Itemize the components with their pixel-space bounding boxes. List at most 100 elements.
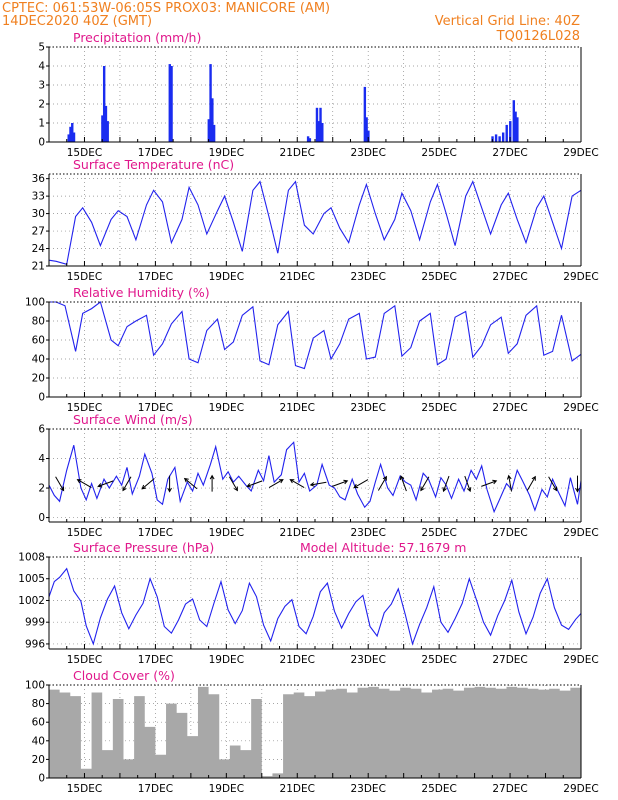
- precipitation-bar: [168, 64, 171, 142]
- wind-direction-arrow: [228, 476, 238, 492]
- temperature-ytick-label: 21: [32, 261, 45, 273]
- wind-direction-arrow: [167, 475, 172, 493]
- wind-xtick-label: 29DEC: [563, 527, 598, 539]
- precipitation-bar: [308, 138, 312, 142]
- cloud-cover-area: [49, 686, 581, 778]
- pressure-xtick-label: 25DEC: [421, 654, 456, 666]
- humidity-series-line: [49, 301, 582, 370]
- temperature-xtick-label: 29DEC: [563, 271, 598, 283]
- cloud-cover-xtick-label: 29DEC: [563, 783, 598, 795]
- temperature-ytick-label: 30: [32, 208, 45, 220]
- wind-direction-arrow: [481, 479, 498, 487]
- pressure-annotation: Model Altitude: 57.1679 m: [300, 540, 466, 555]
- humidity-xtick-label: 15DEC: [67, 402, 102, 414]
- header-model-code: TQ0126L028: [496, 29, 580, 44]
- header: CPTEC: 061:53W-06:05S PROX03: MANICORE (…: [2, 1, 580, 44]
- wind-xtick-label: 21DEC: [280, 527, 315, 539]
- pressure-ytick-label: 1005: [18, 573, 45, 585]
- cloud-cover-xtick-label: 17DEC: [138, 783, 173, 795]
- wind-direction-arrow: [183, 477, 198, 490]
- wind-direction-arrow: [442, 475, 450, 493]
- precipitation-bar: [505, 124, 508, 142]
- temperature-xtick-label: 21DEC: [280, 271, 315, 283]
- temperature-ytick-label: 27: [32, 226, 45, 238]
- precipitation-bar: [101, 115, 104, 142]
- precipitation-bar: [102, 66, 106, 142]
- cloud-cover-ytick-label: 100: [25, 680, 45, 692]
- humidity-panel: Relative Humidity (%) 0 20 40 60 80 100 15DEC 17…: [25, 285, 599, 414]
- wind-direction-arrow: [55, 476, 65, 492]
- header-station-line: CPTEC: 061:53W-06:05S PROX03: MANICORE (…: [2, 1, 330, 16]
- temperature-series-line: [48, 180, 582, 265]
- cloud-cover-title: Cloud Cover (%): [73, 668, 175, 683]
- header-date-line: 14DEC2020 40Z (GMT): [2, 14, 152, 29]
- humidity-xtick-label: 21DEC: [280, 402, 315, 414]
- pressure-panel: Surface Pressure (hPa) Model Altitude: 57…: [18, 540, 598, 666]
- wind-xtick-label: 23DEC: [350, 527, 385, 539]
- wind-direction-arrow: [353, 479, 369, 489]
- precipitation-bar: [501, 132, 505, 142]
- precipitation-ytick-label: 3: [38, 80, 45, 92]
- pressure-xtick-label: 27DEC: [492, 654, 527, 666]
- header-grid-line-note: Vertical Grid Line: 40Z: [435, 14, 580, 29]
- precipitation-bar: [315, 107, 319, 142]
- cloud-cover-ytick-label: 40: [32, 735, 45, 747]
- humidity-title: Relative Humidity (%): [73, 285, 210, 300]
- pressure-xtick-label: 15DEC: [67, 654, 102, 666]
- wind-direction-arrow: [420, 476, 430, 492]
- cloud-cover-ytick-label: 0: [38, 773, 45, 785]
- wind-direction-arrow: [526, 475, 536, 491]
- temperature-title: Surface Temperature (nC): [73, 157, 234, 172]
- precipitation-ytick-label: 4: [38, 61, 45, 73]
- wind-direction-arrow: [141, 478, 155, 490]
- temperature-ytick-label: 24: [32, 243, 46, 255]
- precipitation-xtick-label: 15DEC: [67, 147, 102, 159]
- temperature-xtick-label: 19DEC: [209, 271, 244, 283]
- humidity-xtick-label: 17DEC: [138, 402, 173, 414]
- temperature-ytick-label: 33: [32, 191, 45, 203]
- temperature-xtick-label: 27DEC: [492, 271, 527, 283]
- temperature-xtick-label: 15DEC: [67, 271, 102, 283]
- wind-direction-arrow: [97, 480, 114, 488]
- pressure-series-line: [48, 567, 582, 646]
- wind-ytick-label: 2: [38, 483, 45, 495]
- precipitation-bar: [170, 66, 173, 142]
- wind-direction-arrow: [76, 479, 92, 489]
- humidity-xtick-label: 29DEC: [563, 402, 598, 414]
- wind-ytick-label: 4: [38, 453, 45, 465]
- wind-ytick-label: 0: [38, 512, 45, 524]
- precipitation-ytick-label: 2: [38, 99, 45, 111]
- wind-direction-arrow: [268, 479, 284, 489]
- cloud-cover-ytick-label: 20: [32, 754, 45, 766]
- humidity-ytick-label: 60: [32, 335, 45, 347]
- precipitation-xtick-label: 21DEC: [280, 147, 315, 159]
- wind-direction-arrow: [209, 474, 215, 492]
- precipitation-bar: [498, 136, 501, 142]
- precipitation-xtick-label: 17DEC: [138, 147, 173, 159]
- humidity-ytick-label: 20: [32, 373, 45, 385]
- precipitation-title: Precipitation (mm/h): [73, 30, 201, 45]
- pressure-ytick-label: 999: [25, 617, 45, 629]
- precipitation-bar: [306, 136, 310, 142]
- precipitation-bar: [494, 134, 498, 142]
- cloud-cover-xtick-label: 19DEC: [209, 783, 244, 795]
- temperature-ytick-label: 36: [32, 173, 46, 185]
- wind-direction-arrow: [289, 479, 305, 489]
- precipitation-ytick-label: 0: [38, 137, 45, 149]
- wind-direction-arrow: [332, 479, 349, 487]
- wind-title: Surface Wind (m/s): [73, 412, 193, 427]
- pressure-xtick-label: 23DEC: [350, 654, 385, 666]
- wind-direction-arrow: [548, 476, 558, 492]
- pressure-ytick-label: 1008: [18, 552, 45, 564]
- precipitation-bar: [209, 64, 212, 142]
- precipitation-bar: [317, 121, 320, 142]
- cloud-cover-xtick-label: 15DEC: [67, 783, 102, 795]
- pressure-ytick-label: 996: [25, 638, 45, 650]
- humidity-xtick-label: 19DEC: [209, 402, 244, 414]
- temperature-panel: Surface Temperature (nC) 21 24 27 30 33 36 15DE…: [32, 157, 599, 283]
- precipitation-xtick-label: 27DEC: [492, 147, 527, 159]
- precipitation-bar: [67, 134, 70, 142]
- humidity-ytick-label: 80: [32, 316, 45, 328]
- precipitation-bar: [514, 111, 517, 142]
- precipitation-bar: [106, 121, 109, 142]
